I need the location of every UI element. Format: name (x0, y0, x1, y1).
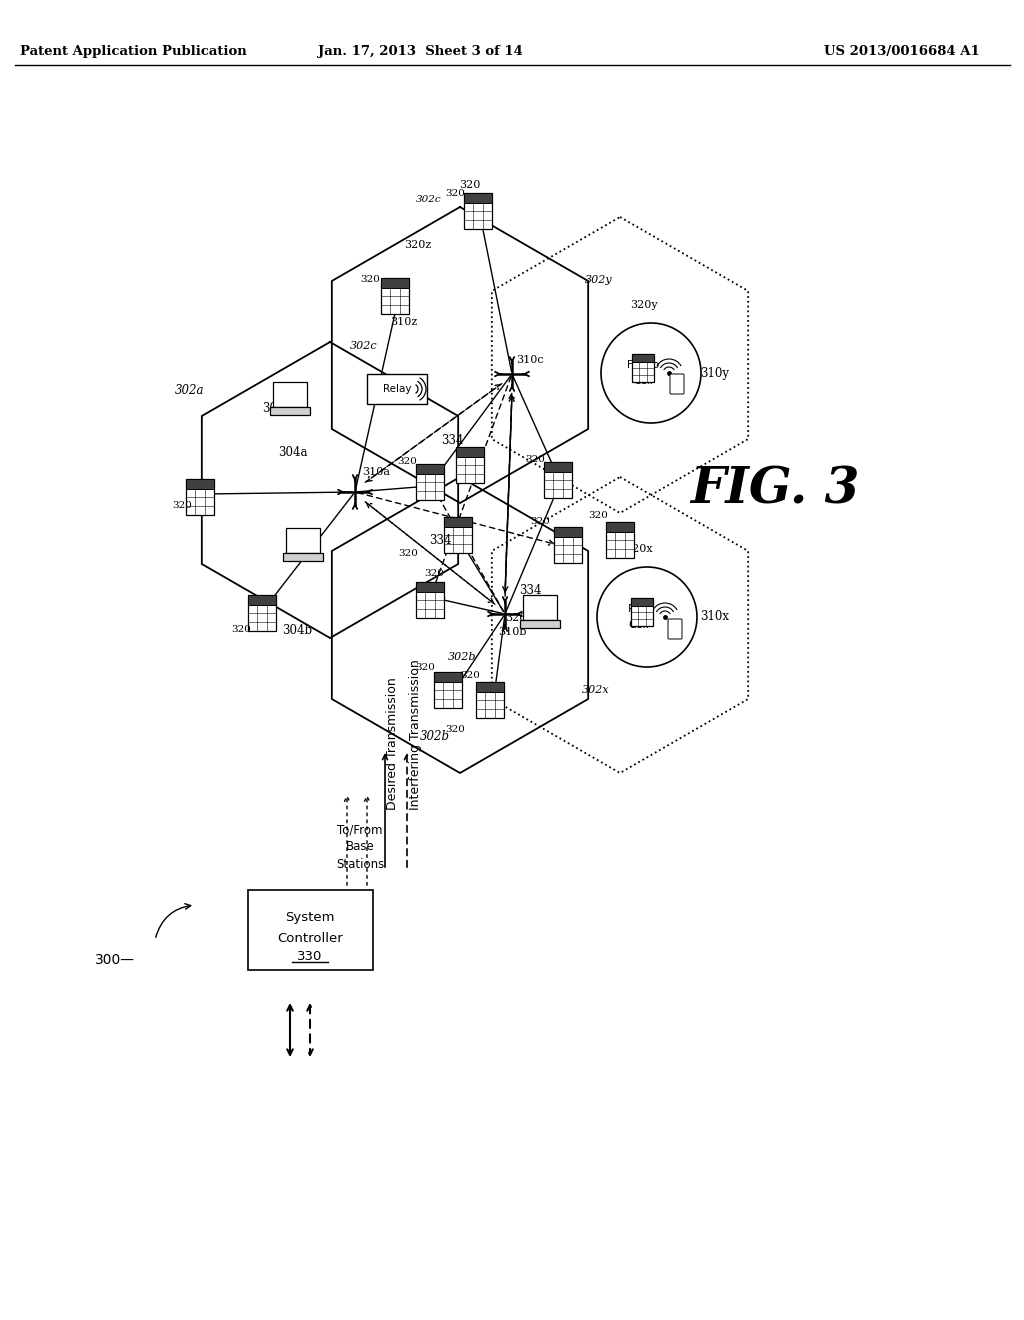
Text: Femto: Femto (627, 360, 659, 370)
Text: 310b: 310b (498, 627, 526, 638)
Bar (554, 527, 582, 537)
Text: 320: 320 (445, 189, 465, 198)
Bar (544, 462, 572, 498)
Text: To/From: To/From (337, 824, 383, 837)
Bar (631, 598, 653, 626)
Bar (632, 354, 654, 362)
Text: Base: Base (346, 841, 375, 854)
Text: 302y: 302y (585, 275, 612, 285)
Text: 320: 320 (588, 511, 608, 520)
Bar (416, 582, 444, 618)
Bar (248, 890, 373, 970)
Text: 304c: 304c (262, 401, 291, 414)
Bar (186, 479, 214, 515)
Text: Cell: Cell (633, 376, 653, 385)
Bar (270, 407, 310, 414)
Bar (283, 553, 323, 561)
Text: 320: 320 (231, 626, 251, 635)
Text: 302c: 302c (416, 194, 441, 203)
Text: 320: 320 (460, 671, 480, 680)
Text: 320: 320 (424, 569, 444, 578)
Bar (444, 517, 472, 553)
Text: Cell: Cell (629, 620, 649, 630)
Text: 334: 334 (440, 433, 463, 446)
Bar (476, 682, 504, 692)
Bar (523, 595, 557, 620)
Bar (434, 672, 462, 682)
FancyBboxPatch shape (670, 374, 684, 393)
Text: 320z: 320z (404, 240, 431, 249)
Circle shape (601, 323, 701, 422)
Text: Jan. 17, 2013  Sheet 3 of 14: Jan. 17, 2013 Sheet 3 of 14 (317, 45, 522, 58)
Text: 302b: 302b (449, 652, 476, 663)
Text: 304a: 304a (278, 446, 307, 458)
Bar (632, 354, 654, 381)
Bar (456, 447, 484, 483)
Text: FIG. 3: FIG. 3 (690, 466, 860, 515)
Text: Controller: Controller (278, 932, 343, 945)
Text: 310a: 310a (362, 467, 390, 477)
Bar (476, 682, 504, 718)
Text: 320: 320 (530, 517, 550, 527)
Text: 320: 320 (415, 664, 435, 672)
Text: Stations: Stations (336, 858, 384, 870)
Bar (544, 462, 572, 473)
Text: 310x: 310x (700, 610, 729, 623)
FancyBboxPatch shape (668, 619, 682, 639)
Text: 320: 320 (360, 276, 380, 285)
Bar (554, 527, 582, 564)
Text: 334: 334 (429, 533, 452, 546)
FancyBboxPatch shape (367, 374, 427, 404)
Text: 334: 334 (519, 583, 542, 597)
Bar (416, 465, 444, 500)
Text: 310y: 310y (700, 367, 729, 380)
Bar (631, 598, 653, 606)
Text: 310c: 310c (516, 355, 544, 366)
Bar (186, 479, 214, 490)
Text: Desired Transmission: Desired Transmission (386, 677, 399, 810)
Bar (381, 279, 409, 314)
Bar (456, 447, 484, 457)
Text: Relay: Relay (383, 384, 412, 393)
Bar (520, 620, 560, 628)
Bar (416, 582, 444, 593)
Text: 320: 320 (172, 502, 191, 511)
Text: 320: 320 (398, 549, 418, 557)
Text: 310z: 310z (390, 317, 417, 327)
Bar (444, 517, 472, 527)
Bar (464, 193, 492, 203)
Text: 302c: 302c (350, 341, 378, 351)
Bar (606, 521, 634, 532)
Bar (248, 595, 276, 631)
Text: 302x: 302x (582, 685, 609, 696)
Text: 304b: 304b (282, 623, 312, 636)
Text: Patent Application Publication: Patent Application Publication (20, 45, 247, 58)
Text: 320: 320 (505, 612, 526, 623)
Text: 302a: 302a (175, 384, 205, 396)
Text: 300—: 300— (95, 953, 135, 968)
Bar (416, 465, 444, 474)
Text: US 2013/0016684 A1: US 2013/0016684 A1 (824, 45, 980, 58)
Bar (381, 279, 409, 288)
Text: 320: 320 (525, 455, 545, 465)
Text: Interfering Transmission: Interfering Transmission (409, 659, 422, 810)
Circle shape (597, 568, 697, 667)
Bar (286, 528, 319, 553)
Text: System: System (286, 912, 335, 924)
Text: 320: 320 (445, 726, 465, 734)
Bar (248, 595, 276, 605)
Text: 320: 320 (397, 458, 417, 466)
Text: 302b: 302b (420, 730, 450, 742)
Text: 330: 330 (297, 949, 323, 962)
Bar (273, 381, 307, 407)
Bar (464, 193, 492, 228)
Bar (606, 521, 634, 558)
Text: 320y: 320y (630, 300, 657, 310)
Text: 320: 320 (460, 180, 480, 190)
Bar (434, 672, 462, 708)
Text: Pico: Pico (628, 605, 650, 614)
Text: 320x: 320x (625, 544, 652, 554)
